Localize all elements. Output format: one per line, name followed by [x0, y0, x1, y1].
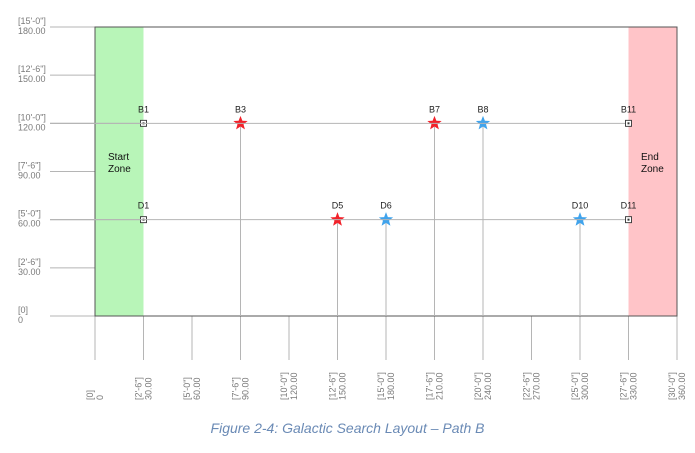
figure-caption: Figure 2-4: Galactic Search Layout – Pat… [210, 420, 485, 436]
marker-b11: B11 [50, 104, 636, 127]
marker-label: B7 [429, 104, 440, 114]
x-tick-value: 210.00 [435, 372, 445, 400]
x-tick-label: [2'-6"] 30.00 [134, 377, 154, 400]
y-tick-ftin: [10'-0"] [18, 112, 46, 122]
red-star-icon [330, 212, 345, 226]
red-star-icon [427, 115, 442, 130]
x-tick-ftin: [7'-6"] [231, 377, 241, 400]
markers-layer: B1 B3 B7 B8 B11 D1 D5 D6 D10 D11 [50, 104, 636, 316]
x-tick-label: [15'-0"] 180.00 [376, 372, 396, 400]
x-axis-labels: [0] 0 [2'-6"] 30.00 [5'-0"] 60.00 [7'-6"] 90.00… [85, 372, 687, 400]
start-zone-label-line1: Start [108, 152, 129, 163]
x-tick-label: [17'-6"] 210.00 [425, 372, 445, 400]
x-tick-ftin: [30'-0"] [667, 372, 677, 400]
x-tick-value: 180.00 [386, 372, 396, 400]
x-tick-value: 30.00 [144, 377, 154, 400]
marker-d5: D5 [330, 201, 345, 316]
start-zone [95, 27, 144, 316]
x-tick-ftin: [0] [85, 390, 95, 400]
y-tick-ftin: [2'-6"] [18, 257, 41, 267]
x-tick-label: [7'-6"] 90.00 [231, 377, 251, 400]
x-tick-label: [12'-6"] 150.00 [328, 372, 348, 400]
marker-label: D5 [332, 201, 344, 211]
x-tick-value: 300.00 [580, 372, 590, 400]
marker-d10: D10 [572, 201, 589, 316]
x-tick-label: [20'-0"] 240.00 [473, 372, 493, 400]
y-tick-value: 150.00 [18, 74, 46, 84]
x-tick-ftin: [15'-0"] [376, 372, 386, 400]
x-tick-value: 60.00 [192, 377, 202, 400]
x-tick-label: [22'-6"] 270.00 [522, 372, 542, 400]
x-tick-ftin: [22'-6"] [522, 372, 532, 400]
x-tick-ftin: [20'-0"] [473, 372, 483, 400]
x-tick-value: 120.00 [289, 372, 299, 400]
marker-label: D6 [380, 201, 392, 211]
blue-star-icon [572, 212, 588, 226]
marker-label: B11 [621, 104, 636, 114]
grid-layer [50, 26, 678, 360]
y-axis-labels: [15'-0"]180.00 [12'-6"]150.00 [10'-0"]120.… [18, 16, 46, 325]
marker-label: B8 [477, 104, 488, 114]
x-tick-value: 240.00 [483, 372, 493, 400]
y-tick-ftin: [15'-0"] [18, 16, 46, 26]
x-tick-value: 150.00 [338, 372, 348, 400]
x-tick-value: 330.00 [629, 372, 639, 400]
x-tick-value: 360.00 [677, 372, 687, 400]
blue-star-icon [475, 115, 491, 130]
x-tick-ftin: [25'-0"] [570, 372, 580, 400]
red-star-icon [233, 115, 248, 130]
x-tick-label: [5'-0"] 60.00 [182, 377, 202, 400]
x-tick-ftin: [5'-0"] [182, 377, 192, 400]
end-zone-label-line2: Zone [641, 164, 664, 175]
end-zone-label-line1: End [641, 152, 659, 163]
y-tick-ftin: [5'-0"] [18, 209, 41, 219]
x-tick-label: [0] 0 [85, 390, 105, 400]
square-marker-dot [627, 218, 630, 221]
y-tick-ftin: [7'-6"] [18, 161, 41, 171]
marker-d6: D6 [378, 201, 394, 316]
x-tick-value: 270.00 [532, 372, 542, 400]
y-tick-value: 0 [18, 315, 23, 325]
marker-label: B3 [235, 104, 246, 114]
x-tick-value: 0 [95, 395, 105, 400]
y-tick-ftin: [0] [18, 305, 28, 315]
x-tick-ftin: [2'-6"] [134, 377, 144, 400]
marker-d11: D11 [50, 201, 637, 224]
marker-b3: B3 [233, 104, 248, 316]
marker-b8: B8 [475, 104, 491, 316]
square-marker-dot [627, 122, 630, 125]
marker-label: B1 [138, 104, 149, 114]
x-tick-label: [27'-6"] 330.00 [619, 372, 639, 400]
y-tick-value: 90.00 [18, 171, 41, 181]
end-zone [628, 27, 677, 316]
marker-label: D10 [572, 201, 589, 211]
x-tick-ftin: [17'-6"] [425, 372, 435, 400]
y-tick-value: 30.00 [18, 267, 41, 277]
blue-star-icon [378, 212, 394, 226]
start-zone-label-line2: Zone [108, 164, 131, 175]
y-tick-value: 60.00 [18, 219, 41, 229]
x-tick-ftin: [12'-6"] [328, 372, 338, 400]
marker-label: D1 [138, 201, 150, 211]
x-tick-label: [25'-0"] 300.00 [570, 372, 590, 400]
y-tick-value: 120.00 [18, 122, 46, 132]
marker-label: D11 [621, 201, 637, 211]
x-tick-ftin: [10'-0"] [279, 372, 289, 400]
y-tick-ftin: [12'-6"] [18, 64, 46, 74]
x-tick-label: [30'-0"] 360.00 [667, 372, 687, 400]
y-tick-value: 180.00 [18, 26, 46, 36]
x-tick-ftin: [27'-6"] [619, 372, 629, 400]
x-tick-label: [10'-0"] 120.00 [279, 372, 299, 400]
x-tick-value: 90.00 [241, 377, 251, 400]
marker-b7: B7 [427, 104, 442, 316]
